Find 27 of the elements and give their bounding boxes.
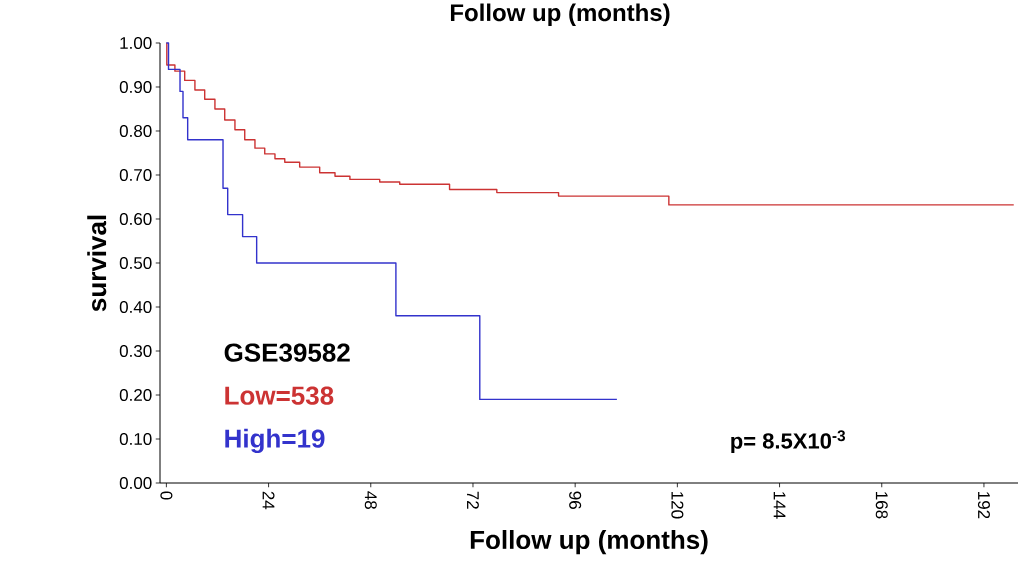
x-tick-label: 144 [773,492,786,519]
y-tick-label: 0.70 [119,168,152,182]
x-tick-label: 96 [569,491,582,509]
y-axis-title: survival [87,215,107,312]
y-tick-label: 0.30 [119,344,152,358]
x-tick-label: 168 [875,492,888,519]
x-tick-label: 72 [467,491,479,509]
y-tick-label: 0.90 [119,80,152,94]
annotation: p= 8.5X10$^{-3}$ [731,430,846,454]
y-tick-label: 0.80 [119,124,152,138]
chart-title: Follow up (months) [450,3,670,26]
legend-title: GSE39582 [224,343,350,362]
text: Low=538 [225,386,334,405]
y-tick-label: 0.40 [119,300,152,314]
x-tick-label: 192 [977,492,990,519]
y-tick-label: 0.50 [119,256,152,270]
y-tick-label: 0.00 [119,476,152,490]
y-tick-label: 0.10 [119,432,152,446]
x-tick-label: 120 [671,492,684,519]
y-tick-label: 1.00 [120,36,152,50]
text: High=19 [225,428,325,454]
x-tick-label: 24 [262,491,275,510]
y-tick-label: 0.60 [119,212,152,226]
x-axis-title: Follow up (months) [470,529,708,555]
x-tick-label: 48 [364,491,377,509]
x-tick-label: 0 [160,491,173,500]
y-tick-label: 0.20 [119,388,152,402]
